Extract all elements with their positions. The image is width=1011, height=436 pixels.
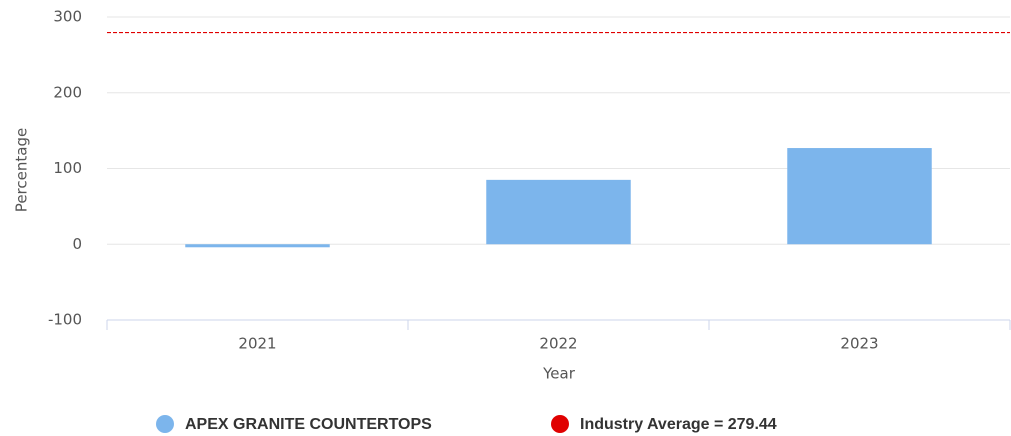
x-axis-label: Year <box>542 365 576 383</box>
legend-label: APEX GRANITE COUNTERTOPS <box>185 416 432 433</box>
y-tick-label: 0 <box>72 235 82 253</box>
y-tick-label: 100 <box>53 159 82 177</box>
y-tick-label: -100 <box>48 311 82 329</box>
x-tick-label: 2022 <box>539 335 577 353</box>
x-tick-label: 2023 <box>840 335 878 353</box>
x-tick-label: 2021 <box>238 335 276 353</box>
bar <box>787 148 932 245</box>
y-tick-label: 300 <box>53 8 82 26</box>
legend-marker <box>156 415 174 433</box>
legend-label: Industry Average = 279.44 <box>580 416 777 433</box>
y-tick-label: 200 <box>53 83 82 101</box>
y-axis-label: Percentage <box>13 128 31 212</box>
legend-marker <box>551 415 569 433</box>
bar <box>185 244 330 248</box>
bar <box>486 179 631 245</box>
